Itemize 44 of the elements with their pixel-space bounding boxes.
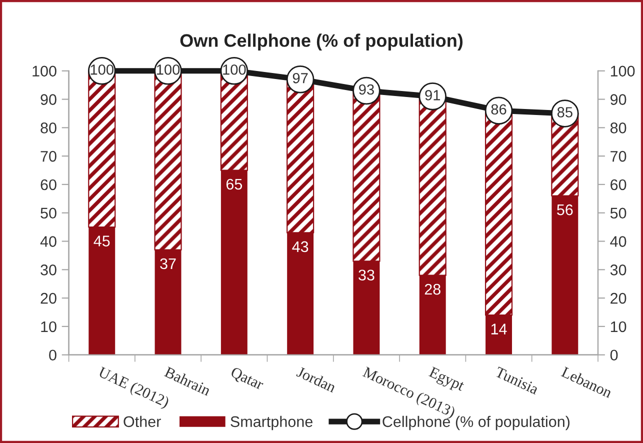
x-tick-label: Qatar xyxy=(229,366,265,392)
data-label: 28 xyxy=(424,284,440,295)
y-tick-label: 100 xyxy=(32,66,56,77)
data-label: 14 xyxy=(491,324,507,334)
y-tick-label: 30 xyxy=(40,264,56,276)
y2-tick-label: 10 xyxy=(610,321,626,332)
data-label: 93 xyxy=(359,84,374,95)
y2-tick-label: 40 xyxy=(610,236,626,247)
y-tick-label: 80 xyxy=(40,122,56,134)
y-tick-label: 90 xyxy=(40,94,56,105)
x-tick-label: Egypt xyxy=(427,366,466,394)
y2-tick-label: 70 xyxy=(610,150,626,162)
y2-tick-label: 0 xyxy=(610,350,618,361)
y-tick-label: 10 xyxy=(41,321,56,332)
y2-tick-label: 20 xyxy=(610,292,626,304)
y2-tick-label: 90 xyxy=(610,94,626,105)
y-tick-label: 40 xyxy=(40,236,56,247)
data-label: 100 xyxy=(223,64,246,75)
legend-label: Smartphone xyxy=(230,416,312,430)
data-label: 91 xyxy=(425,90,440,100)
y2-tick-label: 50 xyxy=(610,208,626,219)
data-label: 37 xyxy=(160,258,176,270)
data-label: 86 xyxy=(491,104,506,115)
data-label: 100 xyxy=(90,64,114,75)
data-label: 100 xyxy=(156,64,180,75)
y-tick-label: 70 xyxy=(40,150,56,162)
legend-label: Other xyxy=(124,416,161,428)
data-label: 65 xyxy=(226,178,242,190)
data-label: 97 xyxy=(292,72,308,84)
y2-tick-label: 100 xyxy=(610,66,635,77)
y-tick-label: 60 xyxy=(40,179,56,190)
y-tick-label: 50 xyxy=(40,208,56,219)
y-tick-label: 20 xyxy=(40,292,56,304)
data-label: 33 xyxy=(358,270,374,281)
chart-title: Own Cellphone (% of population) xyxy=(180,34,463,50)
x-tick-label: Jordan xyxy=(296,366,338,393)
data-label: 85 xyxy=(557,107,572,118)
y-tick-label: 0 xyxy=(49,350,56,361)
data-label: 56 xyxy=(557,204,573,216)
data-label: 45 xyxy=(94,236,110,246)
y2-tick-label: 30 xyxy=(610,264,626,276)
y2-tick-label: 60 xyxy=(610,179,626,190)
data-label: 43 xyxy=(292,241,308,252)
y2-tick-label: 80 xyxy=(610,122,626,134)
